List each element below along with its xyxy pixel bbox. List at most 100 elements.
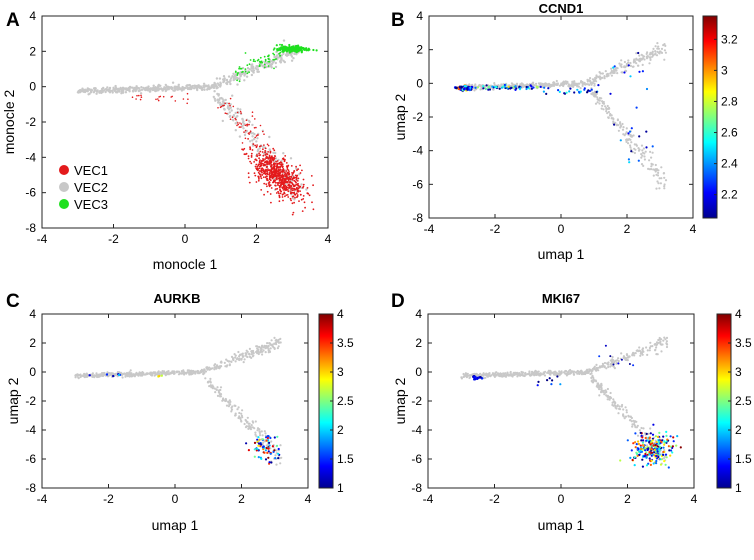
- backbone-point: [212, 385, 215, 388]
- vec1-point: [244, 129, 247, 132]
- backbone-point: [246, 355, 249, 358]
- expression-point: [628, 161, 631, 164]
- vec1-point: [291, 191, 293, 194]
- backbone-point: [251, 426, 254, 429]
- expression-point: [657, 443, 660, 446]
- vec1-point: [266, 185, 268, 188]
- backbone-point: [626, 354, 629, 357]
- expression-point: [629, 75, 632, 78]
- vec1-point: [280, 183, 283, 185]
- backbone-point: [142, 373, 145, 376]
- vec1-point: [272, 147, 275, 150]
- backbone-point: [251, 67, 255, 70]
- colorbar-tick-label: 3.5: [337, 336, 354, 350]
- vec1-point: [279, 165, 281, 168]
- backbone-point: [175, 370, 179, 373]
- vec1-point: [249, 130, 252, 132]
- vec1-point: [296, 183, 299, 186]
- backbone-point: [640, 156, 643, 159]
- backbone-point: [222, 101, 225, 104]
- backbone-point: [186, 86, 189, 90]
- backbone-point: [509, 370, 512, 374]
- backbone-point: [642, 164, 645, 167]
- backbone-point: [248, 68, 251, 71]
- expression-point: [482, 87, 485, 90]
- backbone-point: [593, 84, 596, 87]
- vec1-point: [237, 123, 239, 126]
- expression-point: [542, 90, 546, 93]
- vec1-point: [301, 210, 304, 213]
- backbone-point: [169, 372, 172, 375]
- backbone-point: [612, 361, 616, 364]
- vec1-point: [268, 175, 271, 178]
- backbone-point: [84, 89, 87, 92]
- backbone-point: [236, 83, 239, 86]
- expression-point: [576, 88, 579, 91]
- vec1-point: [282, 189, 285, 191]
- backbone-point: [244, 426, 248, 429]
- vec1-point: [260, 161, 263, 163]
- vec1-point: [263, 182, 266, 185]
- expression-point: [648, 446, 651, 449]
- backbone-point: [266, 62, 269, 65]
- backbone-point: [604, 70, 607, 73]
- expression-point: [650, 459, 653, 462]
- backbone-point: [257, 70, 260, 74]
- vec3-point: [278, 52, 281, 55]
- backbone-point: [195, 86, 198, 89]
- backbone-point: [209, 384, 212, 387]
- backbone-point: [282, 152, 285, 155]
- backbone-point: [213, 90, 216, 93]
- backbone-point: [485, 372, 488, 375]
- expression-point: [665, 434, 668, 437]
- backbone-point: [605, 107, 608, 110]
- expression-point: [642, 439, 645, 442]
- expression-point: [645, 439, 648, 442]
- vec1-point: [264, 158, 266, 161]
- expression-point: [612, 363, 615, 366]
- expression-point: [639, 444, 642, 447]
- vec1-point: [260, 189, 263, 191]
- vec1-point: [308, 194, 311, 197]
- vec1-point: [258, 152, 260, 155]
- x-tick-label: -2: [489, 492, 500, 506]
- backbone-point: [641, 349, 644, 353]
- vec1-point: [241, 148, 244, 151]
- backbone-point: [633, 423, 636, 426]
- backbone-point: [599, 78, 602, 81]
- vec3-point: [288, 47, 291, 50]
- expression-point: [253, 455, 256, 458]
- vec1-point: [291, 187, 294, 190]
- vec1-point: [262, 154, 265, 157]
- backbone-point: [637, 350, 640, 353]
- expression-point: [656, 435, 660, 438]
- backbone-point: [246, 67, 250, 70]
- backbone-point: [191, 86, 194, 89]
- chart-title: MKI67: [542, 291, 580, 306]
- backbone-point: [533, 84, 536, 87]
- backbone-point: [659, 182, 663, 185]
- backbone-point: [274, 61, 277, 65]
- expression-point: [671, 445, 675, 448]
- expression-point: [261, 446, 265, 449]
- expression-point: [474, 375, 477, 379]
- backbone-point: [593, 82, 596, 85]
- vec1-point: [263, 133, 265, 135]
- expression-point: [613, 65, 616, 68]
- backbone-point: [221, 399, 224, 402]
- vec1-point: [249, 148, 252, 151]
- vec1-point: [155, 98, 157, 101]
- expression-point: [662, 446, 665, 449]
- vec1-point: [270, 167, 273, 170]
- x-tick-label: -4: [37, 492, 48, 506]
- expression-point: [644, 447, 647, 450]
- backbone-point: [654, 50, 657, 53]
- colorbar-tick-label: 2: [337, 423, 344, 437]
- expression-point: [627, 158, 631, 161]
- axes-frame: [428, 15, 694, 219]
- backbone-point: [603, 75, 606, 78]
- vec1-point: [277, 162, 280, 165]
- expression-point: [545, 92, 548, 95]
- expression-point: [484, 87, 487, 90]
